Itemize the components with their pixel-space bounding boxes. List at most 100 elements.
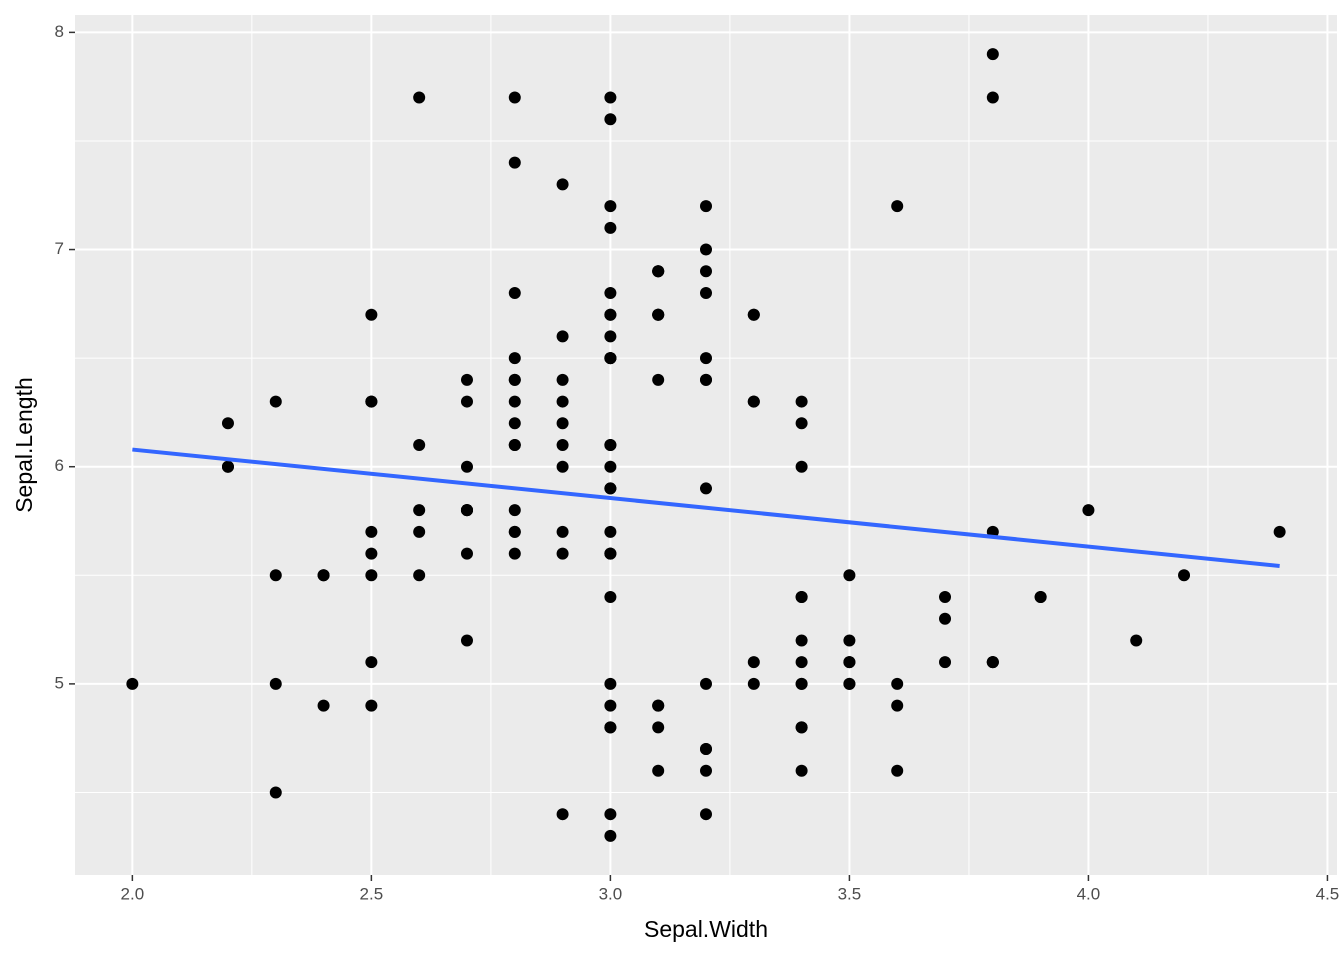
point <box>604 699 617 712</box>
point <box>556 525 569 538</box>
point <box>1178 569 1191 582</box>
point <box>126 677 139 690</box>
point <box>700 286 712 299</box>
point <box>604 591 617 604</box>
point <box>556 460 569 473</box>
point <box>604 547 617 560</box>
point <box>843 569 856 582</box>
point <box>508 525 521 538</box>
point <box>413 525 426 538</box>
point <box>460 504 473 517</box>
point <box>747 656 760 669</box>
y-tick-label: 6 <box>55 456 64 475</box>
marks <box>126 48 1286 842</box>
point <box>652 764 665 777</box>
point <box>460 373 473 386</box>
point <box>700 243 712 256</box>
point <box>700 764 712 777</box>
point <box>604 439 617 451</box>
point <box>604 808 617 821</box>
y-tick-label: 7 <box>55 239 64 258</box>
point <box>747 395 760 408</box>
point <box>986 656 999 669</box>
point <box>365 656 378 669</box>
point <box>413 569 426 582</box>
point <box>652 308 665 321</box>
point <box>460 460 473 473</box>
point <box>413 504 426 517</box>
point <box>365 699 378 712</box>
point <box>221 417 234 430</box>
point <box>365 395 378 408</box>
point <box>269 395 282 408</box>
point <box>604 221 617 234</box>
x-tick-label: 4.5 <box>1316 884 1340 903</box>
point <box>795 656 808 669</box>
point <box>365 525 378 538</box>
point <box>939 591 952 604</box>
point <box>508 373 521 386</box>
x-tick-label: 4.0 <box>1077 884 1101 903</box>
point <box>1034 591 1047 604</box>
point <box>747 677 760 690</box>
point <box>604 308 617 321</box>
point <box>939 612 952 625</box>
point <box>604 330 617 343</box>
point <box>604 460 617 473</box>
point <box>986 91 999 104</box>
point <box>843 677 856 690</box>
point <box>604 525 617 538</box>
point <box>891 764 904 777</box>
point <box>556 439 569 451</box>
point <box>508 395 521 408</box>
point <box>652 265 665 278</box>
point <box>700 677 712 690</box>
point <box>604 352 617 365</box>
point <box>508 156 521 169</box>
point <box>604 200 617 213</box>
point <box>556 547 569 560</box>
point <box>795 591 808 604</box>
y-tick-label: 8 <box>55 22 64 41</box>
point <box>700 373 712 386</box>
point <box>460 634 473 647</box>
point <box>365 569 378 582</box>
point <box>508 91 521 104</box>
panel <box>75 15 1337 875</box>
point <box>795 460 808 473</box>
point <box>508 417 521 430</box>
point <box>269 569 282 582</box>
x-axis-title: Sepal.Width <box>644 916 768 942</box>
point <box>604 113 617 126</box>
point <box>795 634 808 647</box>
point <box>460 395 473 408</box>
point <box>413 91 426 104</box>
point <box>891 200 904 213</box>
point <box>604 286 617 299</box>
point <box>556 417 569 430</box>
point <box>891 677 904 690</box>
point <box>700 352 712 365</box>
point <box>986 48 999 61</box>
point <box>795 721 808 734</box>
point <box>700 200 712 213</box>
point <box>891 699 904 712</box>
fit-line <box>132 447 1280 568</box>
point <box>1130 634 1143 647</box>
point <box>269 677 282 690</box>
point <box>652 699 665 712</box>
point <box>317 699 330 712</box>
point <box>556 373 569 386</box>
point <box>604 677 617 690</box>
point <box>700 482 712 495</box>
point <box>508 352 521 365</box>
point <box>508 504 521 517</box>
point <box>700 743 712 756</box>
point <box>700 265 712 278</box>
point <box>795 764 808 777</box>
point <box>221 460 234 473</box>
point <box>795 395 808 408</box>
x-tick-label: 2.5 <box>360 884 384 903</box>
point <box>843 656 856 669</box>
